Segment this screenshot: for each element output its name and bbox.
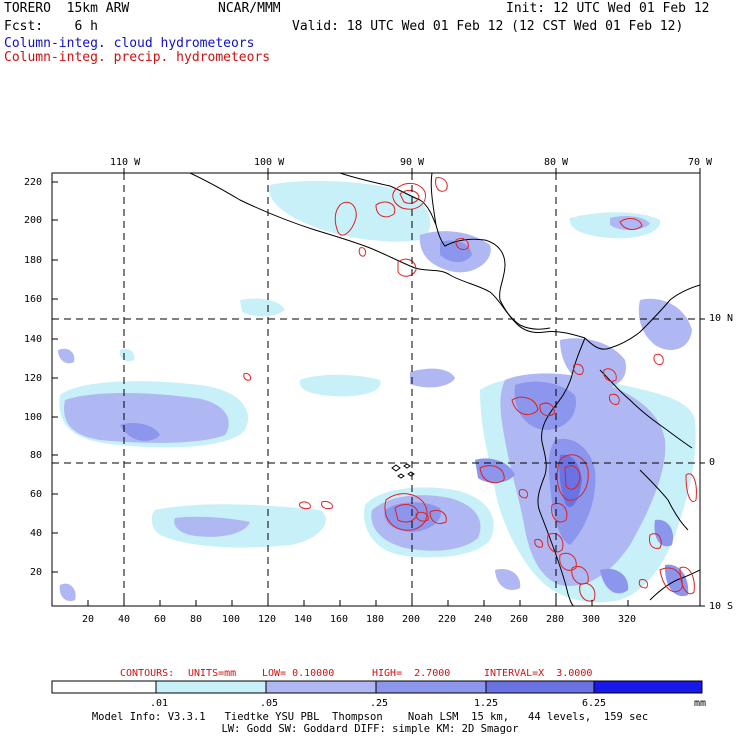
colorbar	[51, 680, 703, 694]
x-tick-label: 60	[154, 614, 167, 625]
contour-units: UNITS=mm	[188, 668, 237, 679]
latitude-label: 10 S	[709, 601, 734, 612]
lon-tick-marks	[123, 168, 701, 173]
colorbar-label: 1.25	[474, 698, 499, 709]
x-tick-label: 160	[330, 614, 349, 625]
x-tick-label: 280	[546, 614, 565, 625]
cloud-shading	[58, 180, 696, 603]
contour-low: LOW= 0.10000	[262, 668, 335, 679]
y-tick-marks	[52, 181, 58, 573]
y-tick-label: 120	[24, 373, 43, 384]
lat-lon-grid	[52, 173, 700, 606]
y-tick-label: 180	[24, 255, 43, 266]
valid-time: Valid: 18 UTC Wed 01 Feb 12 (12 CST Wed …	[292, 19, 684, 34]
field-cloud-label: Column-integ. cloud hydrometeors	[4, 36, 255, 51]
model-info-line2: LW: Godd SW: Goddard DIFF: simple KM: 2D…	[221, 723, 519, 735]
longitude-label: 80 W	[544, 157, 569, 168]
x-tick-label: 220	[438, 614, 457, 625]
x-tick-label: 100	[222, 614, 241, 625]
longitude-label: 100 W	[254, 157, 285, 168]
x-tick-label: 200	[402, 614, 421, 625]
colorbar-unit: mm	[694, 698, 707, 709]
field-precip-label: Column-integ. precip. hydrometeors	[4, 50, 271, 65]
colorbar-label: 6.25	[582, 698, 607, 709]
x-tick-label: 20	[82, 614, 95, 625]
contour-interval: INTERVAL=X 3.0000	[484, 668, 593, 679]
y-tick-label: 100	[24, 412, 43, 423]
x-tick-label: 40	[118, 614, 131, 625]
x-tick-label: 80	[190, 614, 203, 625]
colorbar-label: .05	[260, 698, 279, 709]
longitude-label: 110 W	[110, 157, 141, 168]
x-tick-label: 140	[294, 614, 313, 625]
center-name: NCAR/MMM	[218, 1, 281, 16]
forecast-hour: Fcst: 6 h	[4, 19, 98, 34]
model-info-line1: Model Info: V3.3.1 Tiedtke YSU PBL Thomp…	[91, 711, 649, 723]
y-tick-label: 160	[24, 294, 43, 305]
init-time: Init: 12 UTC Wed 01 Feb 12	[506, 1, 710, 16]
model-title: TORERO 15km ARW	[4, 1, 130, 16]
latitude-label: 0	[709, 457, 716, 468]
x-tick-label: 240	[474, 614, 493, 625]
y-tick-label: 40	[30, 528, 43, 539]
longitude-label: 90 W	[400, 157, 425, 168]
y-tick-label: 140	[24, 334, 43, 345]
contour-high: HIGH= 2.7000	[372, 668, 451, 679]
latitude-label: 10 N	[709, 313, 734, 324]
x-tick-label: 260	[510, 614, 529, 625]
precip-contours	[243, 177, 697, 602]
x-tick-label: 320	[618, 614, 637, 625]
x-tick-label: 300	[582, 614, 601, 625]
lat-tick-marks	[700, 318, 705, 607]
longitude-label: 70 W	[688, 157, 713, 168]
coastlines	[189, 173, 700, 606]
colorbar-label: .25	[370, 698, 389, 709]
colorbar-label: .01	[150, 698, 169, 709]
y-tick-label: 220	[24, 177, 43, 188]
y-tick-label: 80	[30, 450, 43, 461]
y-tick-label: 200	[24, 215, 43, 226]
x-tick-marks	[87, 600, 629, 606]
y-tick-label: 20	[30, 567, 43, 578]
contour-label: CONTOURS:	[120, 668, 175, 679]
y-tick-label: 60	[30, 489, 43, 500]
x-tick-label: 180	[366, 614, 385, 625]
x-tick-label: 120	[258, 614, 277, 625]
